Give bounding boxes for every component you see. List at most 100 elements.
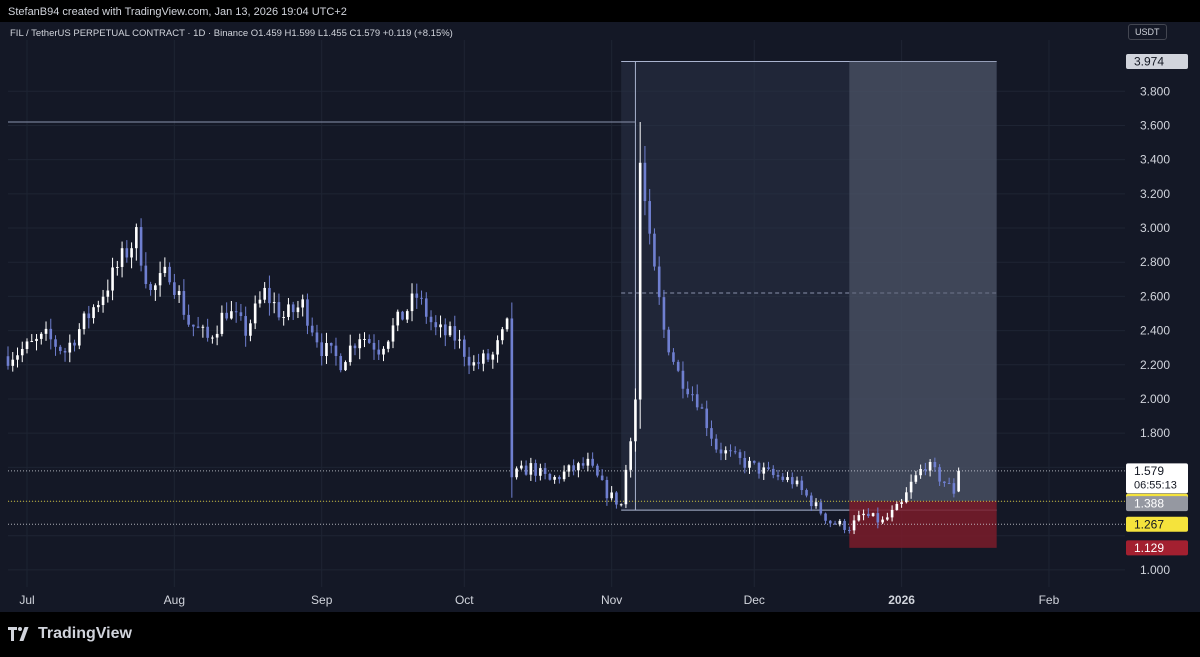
candle-up [16, 355, 19, 360]
candle-up [20, 348, 24, 356]
candle-down [73, 342, 76, 346]
candle-down [648, 201, 651, 234]
axis-price-label-bg [1126, 540, 1188, 556]
candle-down [453, 326, 457, 341]
chart-panel[interactable]: 1.000 1.800 2.000 2.200 2.400 2.600 2.800 3.000… [0, 22, 1200, 612]
candle-down [401, 311, 404, 320]
x-axis-tick-label: Aug [164, 593, 185, 607]
y-axis-tick-label: 2.800 [1140, 255, 1170, 269]
candle-down [144, 265, 148, 285]
axis-price-label-bg [1126, 54, 1188, 70]
candle-up [619, 504, 623, 506]
candle-up [638, 162, 642, 400]
candle-up [562, 471, 566, 480]
candle-down [6, 356, 10, 366]
candle-up [634, 399, 637, 442]
candle-down [339, 356, 343, 371]
candle-down [543, 468, 547, 474]
candle-down [268, 287, 271, 304]
candle-up [287, 304, 290, 317]
candle-up [472, 362, 476, 366]
candle-down [757, 462, 761, 474]
candle-up [11, 359, 15, 366]
candle-down [510, 318, 514, 478]
candle-down [729, 450, 732, 452]
y-axis-tick-label: 2.600 [1140, 289, 1170, 303]
candle-down [334, 345, 338, 357]
x-axis-tick-label: Sep [311, 593, 333, 607]
candle-up [386, 341, 390, 349]
candle-up [130, 248, 133, 258]
x-axis-tick-label: Nov [601, 593, 622, 607]
axis-price-label: 1.267 [1134, 517, 1164, 531]
y-axis-tick-label: 3.200 [1140, 187, 1170, 201]
candle-up [163, 266, 167, 274]
candle-up [724, 450, 728, 454]
candle-down [434, 322, 438, 328]
candle-down [443, 324, 447, 336]
y-axis-tick-label: 3.800 [1140, 84, 1170, 98]
candlestick-chart[interactable]: 1.000 1.800 2.000 2.200 2.400 2.600 2.800 3.000… [0, 22, 1200, 612]
candle-up [296, 307, 300, 313]
candle-up [396, 311, 400, 326]
candle-up [120, 248, 124, 267]
candle-down [87, 313, 91, 319]
candle-up [852, 520, 856, 531]
candle-down [605, 479, 609, 499]
candle-down [225, 312, 228, 319]
symbol-ohlc-legend: FIL / TetherUS PERPETUAL CONTRACT · 1D ·… [10, 28, 453, 39]
candle-down [790, 477, 794, 485]
candle-up [358, 339, 362, 349]
candle-up [35, 338, 38, 342]
candle-up [97, 305, 100, 308]
candle-down [771, 468, 775, 476]
candle-up [201, 326, 205, 328]
candle-up [567, 465, 571, 472]
candle-up [909, 481, 913, 493]
candle-down [424, 298, 428, 317]
candle-up [900, 502, 903, 504]
candle-up [92, 307, 95, 319]
candle-up [39, 333, 43, 339]
candle-down [125, 248, 129, 258]
candle-down [310, 325, 314, 333]
candle-down [809, 495, 813, 507]
candle-up [348, 345, 352, 363]
candle-up [325, 343, 328, 357]
candle-down [291, 304, 295, 313]
candle-up [391, 325, 395, 342]
candle-up [135, 227, 138, 249]
candle-down [548, 473, 552, 480]
candle-down [781, 476, 785, 480]
candle-up [249, 323, 252, 336]
candle-down [315, 332, 319, 343]
candle-down [596, 465, 599, 476]
currency-selector[interactable]: USDT [1128, 24, 1167, 40]
candle-up [220, 312, 224, 334]
position-stop-zone [849, 501, 997, 548]
candle-up [577, 463, 580, 471]
tradingview-branding: TradingView [8, 625, 132, 643]
candle-up [258, 299, 262, 304]
candle-up [458, 339, 461, 341]
candle-down [686, 388, 690, 395]
candle-up [838, 520, 842, 525]
candle-down [234, 311, 238, 313]
axis-price-label-bg [1126, 516, 1188, 532]
candle-up [439, 324, 442, 328]
candle-down [58, 346, 62, 351]
candle-down [824, 513, 827, 521]
candle-down [719, 449, 723, 454]
candle-up [914, 475, 918, 482]
candle-up [520, 465, 523, 469]
candle-down [867, 513, 870, 517]
candle-down [591, 458, 594, 466]
axis-price-label: 3.974 [1134, 55, 1164, 69]
candle-down [700, 407, 704, 409]
candle-down [947, 483, 951, 485]
candle-down [681, 370, 685, 389]
candle-down [933, 461, 937, 468]
candle-up [529, 463, 533, 475]
candle-down [192, 324, 195, 327]
axis-price-label-bg [1126, 463, 1188, 494]
